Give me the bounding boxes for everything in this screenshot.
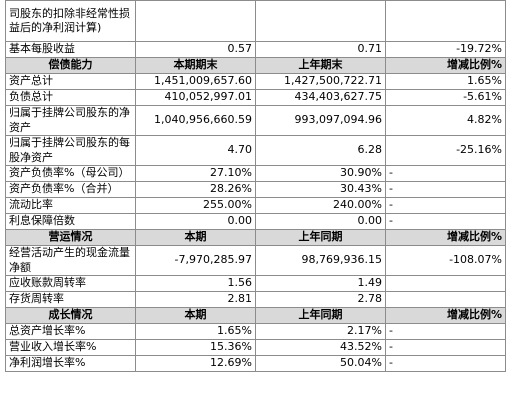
table-cell: 993,097,094.96	[255, 105, 386, 136]
table-cell: -	[385, 323, 506, 340]
table-cell: 1.56	[135, 275, 256, 292]
table-cell: 资产负债率%（母公司）	[5, 165, 136, 182]
table-row: 营业收入增长率% 15.36% 43.52% -	[5, 339, 506, 356]
table-cell: 上年同期	[255, 307, 386, 324]
table-row: 资产负债率%（母公司） 27.10% 30.90% -	[5, 165, 506, 182]
table-row: 归属于挂牌公司股东的净资产 1,040,956,660.59 993,097,094…	[5, 105, 506, 136]
table-cell: 存货周转率	[5, 291, 136, 308]
table-cell: 营业收入增长率%	[5, 339, 136, 356]
table-cell: -108.07%	[385, 245, 506, 276]
table-cell: 4.82%	[385, 105, 506, 136]
table-cell	[135, 0, 256, 42]
table-cell: 28.26%	[135, 181, 256, 198]
table-cell: 50.04%	[255, 355, 386, 372]
table-cell: 净利润增长率%	[5, 355, 136, 372]
table-cell: 上年期末	[255, 57, 386, 74]
table-cell: 2.17%	[255, 323, 386, 340]
table-body: 司股东的扣除非经常性损益后的净利润计算) 基本每股收益 0.57 0.71 -19.72…	[5, 0, 506, 372]
table-cell: 1.65%	[135, 323, 256, 340]
table-cell: 30.43%	[255, 181, 386, 198]
table-cell: 0.00	[135, 213, 256, 230]
table-cell: 43.52%	[255, 339, 386, 356]
table-cell: 本期	[135, 229, 256, 246]
table-cell: 1,040,956,660.59	[135, 105, 256, 136]
table-cell: 2.81	[135, 291, 256, 308]
table-cell: -	[385, 213, 506, 230]
table-cell: 本期期末	[135, 57, 256, 74]
table-cell: 434,403,627.75	[255, 89, 386, 106]
table-cell: 0.00	[255, 213, 386, 230]
table-cell	[255, 0, 386, 42]
table-row: 归属于挂牌公司股东的每股净资产 4.70 6.28 -25.16%	[5, 135, 506, 166]
header-row: 成长情况 本期 上年同期 增减比例%	[5, 307, 506, 324]
table-cell: 15.36%	[135, 339, 256, 356]
table-cell: -	[385, 355, 506, 372]
table-cell: 410,052,997.01	[135, 89, 256, 106]
table-cell: 0.71	[255, 41, 386, 58]
table-cell: 偿债能力	[5, 57, 136, 74]
table-cell: 增减比例%	[385, 57, 506, 74]
table-cell: 资产总计	[5, 73, 136, 90]
table-cell: 应收账款周转率	[5, 275, 136, 292]
table-row: 净利润增长率% 12.69% 50.04% -	[5, 355, 506, 372]
table-cell: -7,970,285.97	[135, 245, 256, 276]
table-cell	[385, 0, 506, 42]
table-cell: 255.00%	[135, 197, 256, 214]
table-cell: 负债总计	[5, 89, 136, 106]
table-cell: -	[385, 165, 506, 182]
table-cell: -19.72%	[385, 41, 506, 58]
table-row: 资产负债率%（合并） 28.26% 30.43% -	[5, 181, 506, 198]
table-cell: 1,427,500,722.71	[255, 73, 386, 90]
table-cell: 240.00%	[255, 197, 386, 214]
table-row: 利息保障倍数 0.00 0.00-	[5, 213, 506, 230]
header-row: 营运情况 本期 上年同期 增减比例%	[5, 229, 506, 246]
table-row: 应收账款周转率 1.56 1.49	[5, 275, 506, 292]
table-cell: -	[385, 339, 506, 356]
table-row: 存货周转率 2.81 2.78	[5, 291, 506, 308]
table-cell: -	[385, 197, 506, 214]
table-cell: 流动比率	[5, 197, 136, 214]
table-cell: 上年同期	[255, 229, 386, 246]
table-cell: 30.90%	[255, 165, 386, 182]
table-cell	[385, 291, 506, 308]
header-row: 偿债能力 本期期末 上年期末 增减比例%	[5, 57, 506, 74]
table-cell: 资产负债率%（合并）	[5, 181, 136, 198]
table-cell: 营运情况	[5, 229, 136, 246]
table-cell: 利息保障倍数	[5, 213, 136, 230]
table-cell: 6.28	[255, 135, 386, 166]
table-row: 总资产增长率% 1.65% 2.17% -	[5, 323, 506, 340]
table-cell: -5.61%	[385, 89, 506, 106]
table-row: 负债总计 410,052,997.01 434,403,627.75 -5.61%	[5, 89, 506, 106]
table-cell	[385, 275, 506, 292]
table-cell: 增减比例%	[385, 229, 506, 246]
table-cell: -25.16%	[385, 135, 506, 166]
table-cell: 经营活动产生的现金流量净额	[5, 245, 136, 276]
table-row: 基本每股收益 0.57 0.71 -19.72%	[5, 41, 506, 58]
table-cell: 增减比例%	[385, 307, 506, 324]
table-cell: 2.78	[255, 291, 386, 308]
table-row: 资产总计 1,451,009,657.60 1,427,500,722.71 1.65…	[5, 73, 506, 90]
table-row: 流动比率 255.00% 240.00% -	[5, 197, 506, 214]
table-cell: 归属于挂牌公司股东的每股净资产	[5, 135, 136, 166]
table-cell: 成长情况	[5, 307, 136, 324]
table-cell: 总资产增长率%	[5, 323, 136, 340]
table-cell: 本期	[135, 307, 256, 324]
table-cell: -	[385, 181, 506, 198]
table-cell: 1,451,009,657.60	[135, 73, 256, 90]
table-cell: 1.49	[255, 275, 386, 292]
table-cell: 1.65%	[385, 73, 506, 90]
table-row: 司股东的扣除非经常性损益后的净利润计算)	[5, 0, 506, 42]
table-row: 经营活动产生的现金流量净额 -7,970,285.97 98,769,936.15-…	[5, 245, 506, 276]
table-cell: 27.10%	[135, 165, 256, 182]
table-cell: 4.70	[135, 135, 256, 166]
table-cell: 98,769,936.15	[255, 245, 386, 276]
table-cell: 基本每股收益	[5, 41, 136, 58]
table-cell: 司股东的扣除非经常性损益后的净利润计算)	[5, 0, 136, 42]
table-cell: 0.57	[135, 41, 256, 58]
table-cell: 归属于挂牌公司股东的净资产	[5, 105, 136, 136]
table-cell: 12.69%	[135, 355, 256, 372]
financial-table: 司股东的扣除非经常性损益后的净利润计算) 基本每股收益 0.57 0.71 -19.72…	[5, 0, 506, 372]
